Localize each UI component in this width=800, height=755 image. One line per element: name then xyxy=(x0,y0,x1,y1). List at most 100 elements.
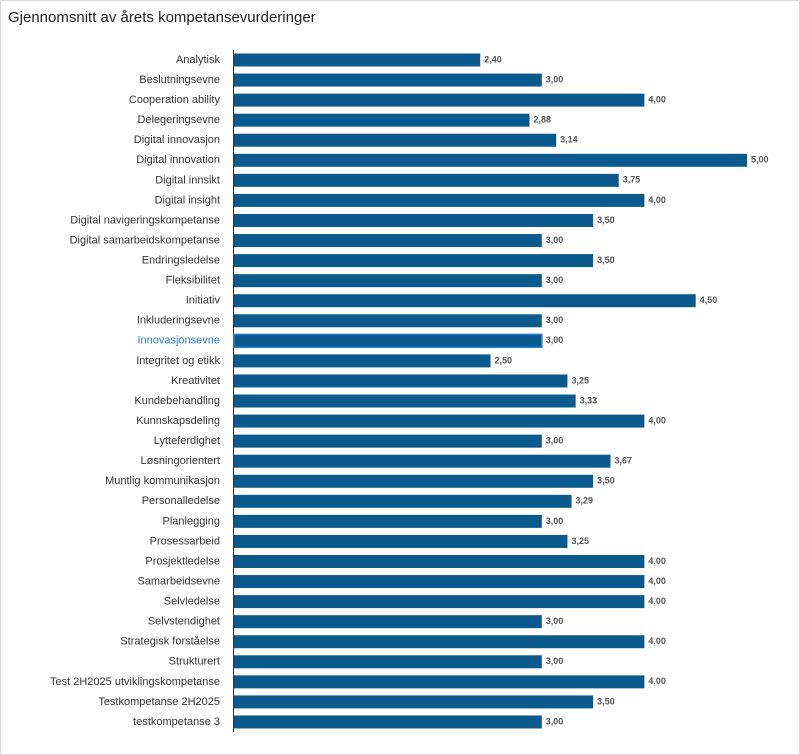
category-label[interactable]: Planlegging xyxy=(163,515,221,527)
value-label: 3,50 xyxy=(597,255,615,265)
value-label: 4,00 xyxy=(648,195,666,205)
category-label[interactable]: Selvledelse xyxy=(164,596,220,608)
value-label: 4,00 xyxy=(648,676,666,686)
bar[interactable] xyxy=(234,555,645,568)
category-label[interactable]: Digital innovation xyxy=(136,154,220,166)
bar[interactable] xyxy=(234,534,568,548)
value-label: 2,50 xyxy=(495,355,513,365)
bar[interactable] xyxy=(234,73,542,87)
category-label[interactable]: Digital innovasjon xyxy=(134,134,220,146)
category-label[interactable]: Initiativ xyxy=(186,295,221,307)
value-label: 3,00 xyxy=(546,335,564,345)
category-label[interactable]: Kreativitet xyxy=(171,375,220,387)
category-label[interactable]: Endringsledelse xyxy=(142,255,220,267)
bar[interactable] xyxy=(234,715,542,729)
bar[interactable] xyxy=(234,434,542,448)
category-label[interactable]: Løsningorientert xyxy=(141,455,221,467)
category-label[interactable]: Beslutningsevne xyxy=(139,74,220,86)
bar[interactable] xyxy=(234,655,542,669)
value-label: 4,00 xyxy=(648,636,666,646)
value-label: 4,00 xyxy=(648,415,666,425)
category-label[interactable]: Kundebehandling xyxy=(134,395,220,407)
category-label[interactable]: Test 2H2025 utviklingskompetanse xyxy=(50,676,220,688)
value-label: 2,40 xyxy=(484,54,502,64)
category-label[interactable]: Samarbeidsevne xyxy=(137,575,220,587)
category-label[interactable]: Innovasjonsevne xyxy=(137,335,220,347)
value-label: 3,75 xyxy=(623,175,641,185)
category-label[interactable]: Prosessarbeid xyxy=(150,535,220,547)
value-label: 3,25 xyxy=(571,375,589,385)
value-label: 3,00 xyxy=(546,656,564,666)
value-label: 3,50 xyxy=(597,215,615,225)
bar[interactable] xyxy=(234,374,568,388)
bar[interactable] xyxy=(234,615,542,629)
bar[interactable] xyxy=(234,354,491,368)
category-label[interactable]: Testkompetanse 2H2025 xyxy=(98,696,220,708)
bar[interactable] xyxy=(234,133,557,147)
bar[interactable] xyxy=(234,274,542,288)
bar[interactable] xyxy=(234,595,645,609)
category-label[interactable]: Digital innsikt xyxy=(155,174,220,186)
category-label[interactable]: Fleksibilitet xyxy=(166,275,220,287)
value-label: 3,00 xyxy=(546,235,564,245)
value-label: 3,00 xyxy=(546,275,564,285)
bar[interactable] xyxy=(234,695,594,709)
bar[interactable] xyxy=(234,514,542,528)
bar[interactable] xyxy=(234,494,572,508)
category-label[interactable]: Personalledelse xyxy=(142,495,220,507)
category-label[interactable]: Cooperation ability xyxy=(129,94,221,106)
bar[interactable] xyxy=(234,635,645,649)
value-label: 3,50 xyxy=(597,696,615,706)
bar[interactable] xyxy=(234,173,619,187)
category-label[interactable]: Analytisk xyxy=(176,54,221,66)
bar[interactable] xyxy=(234,254,594,268)
value-label: 2,88 xyxy=(533,115,551,125)
bar[interactable] xyxy=(234,234,542,248)
category-label[interactable]: Lytteferdighet xyxy=(154,435,220,447)
bar[interactable] xyxy=(234,454,611,468)
bar[interactable] xyxy=(234,394,576,408)
value-label: 3,50 xyxy=(597,476,615,486)
category-label[interactable]: Muntlig kommunikasjon xyxy=(105,475,220,487)
value-label: 4,50 xyxy=(700,295,718,305)
value-label: 3,14 xyxy=(560,135,578,145)
value-label: 3,33 xyxy=(580,395,598,405)
category-label[interactable]: Digital insight xyxy=(155,194,220,206)
bar[interactable] xyxy=(234,213,594,227)
category-label[interactable]: Kunnskapsdeling xyxy=(136,415,220,427)
bar[interactable] xyxy=(234,113,530,127)
category-label[interactable]: Prosjektledelse xyxy=(145,555,220,567)
bar[interactable] xyxy=(234,675,645,689)
value-label: 3,29 xyxy=(576,496,594,506)
value-label: 3,00 xyxy=(546,716,564,726)
category-label[interactable]: Delegeringsevne xyxy=(137,114,220,126)
bar[interactable] xyxy=(234,53,481,67)
value-label: 4,00 xyxy=(648,94,666,104)
bar[interactable] xyxy=(234,474,594,488)
category-label[interactable]: testkompetanse 3 xyxy=(133,716,220,728)
category-label[interactable]: Digital navigeringskompetanse xyxy=(70,214,220,226)
bar[interactable] xyxy=(234,153,747,167)
value-label: 3,00 xyxy=(546,74,564,84)
category-label[interactable]: Strukturert xyxy=(169,656,220,668)
value-label: 3,25 xyxy=(571,536,589,546)
value-label: 4,00 xyxy=(648,596,666,606)
value-label: 3,00 xyxy=(546,616,564,626)
category-label[interactable]: Digital samarbeidskompetanse xyxy=(70,234,220,246)
bar[interactable] xyxy=(234,575,645,589)
value-label: 4,00 xyxy=(648,556,666,566)
bar[interactable] xyxy=(234,294,696,308)
category-label[interactable]: Integritet og etikk xyxy=(136,355,220,367)
value-label: 5,00 xyxy=(751,155,769,165)
bar[interactable] xyxy=(234,193,645,207)
category-label[interactable]: Selvstendighet xyxy=(148,616,220,628)
category-label[interactable]: Inkluderingsevne xyxy=(137,315,220,327)
bar[interactable] xyxy=(234,93,645,107)
category-label[interactable]: Strategisk forståelse xyxy=(120,636,220,648)
bar[interactable] xyxy=(234,414,645,428)
bar[interactable] xyxy=(233,333,543,349)
value-label: 3,00 xyxy=(546,436,564,446)
bar[interactable] xyxy=(234,314,542,328)
